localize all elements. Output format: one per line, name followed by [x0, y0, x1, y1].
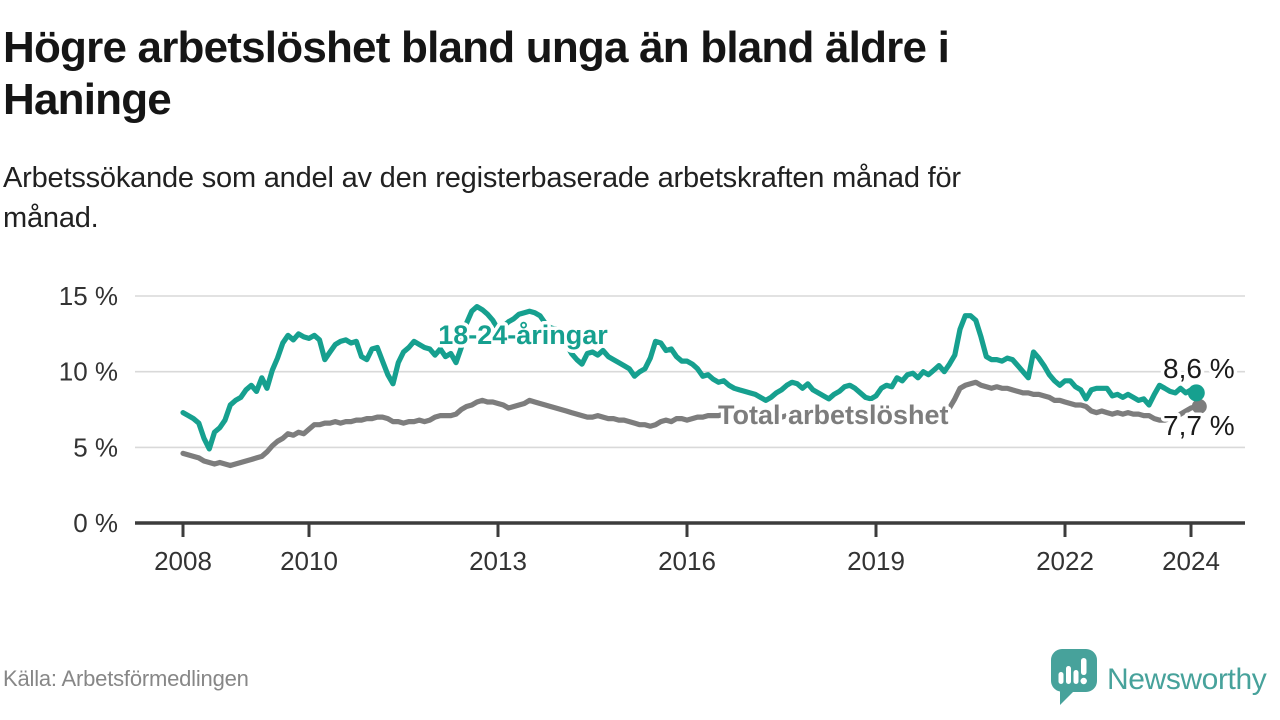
x-tick-label: 2013: [469, 546, 527, 576]
x-tick-label: 2010: [280, 546, 338, 576]
y-tick-label: 5 %: [73, 432, 118, 462]
y-tick-label: 15 %: [59, 281, 118, 311]
chart-subtitle: Arbetssökande som andel av den registerb…: [3, 158, 1203, 238]
y-tick-label: 10 %: [59, 357, 118, 387]
page-title: Högre arbetslöshet bland unga än bland ä…: [3, 22, 1265, 126]
x-tick-label: 2019: [847, 546, 905, 576]
x-tick-label: 2024: [1162, 546, 1220, 576]
end-value-label-youth: 8,6 %: [1163, 353, 1235, 384]
page-title-line-1: Högre arbetslöshet bland unga än bland ä…: [3, 23, 950, 72]
x-tick-label: 2008: [154, 546, 212, 576]
brand-name: Newsworthy: [1107, 662, 1267, 696]
series-line-youth: [180, 304, 1199, 452]
chart-subtitle-line-1: Arbetssökande som andel av den registerb…: [3, 162, 961, 194]
newsworthy-logo[interactable]: Newsworthy: [1050, 648, 1267, 711]
y-tick-label: 0 %: [73, 508, 118, 538]
x-tick-label: 2022: [1036, 546, 1094, 576]
series-end-dot-youth: [1187, 384, 1205, 402]
series-label-youth: 18-24-åringar: [438, 320, 608, 350]
x-tick-label: 2016: [658, 546, 716, 576]
series-line-total: [180, 379, 1199, 469]
speech-bubble-bar-chart-icon: [1050, 648, 1098, 711]
end-value-label-total: 7,7 %: [1163, 410, 1235, 441]
series-label-total: Total arbetslöshet: [718, 400, 949, 430]
series-end-dot-total: [1191, 399, 1207, 414]
source-credit: Källa: Arbetsförmedlingen: [3, 666, 249, 691]
chart-subtitle-line-2: månad.: [3, 202, 99, 235]
page-title-line-2: Haninge: [3, 74, 172, 124]
